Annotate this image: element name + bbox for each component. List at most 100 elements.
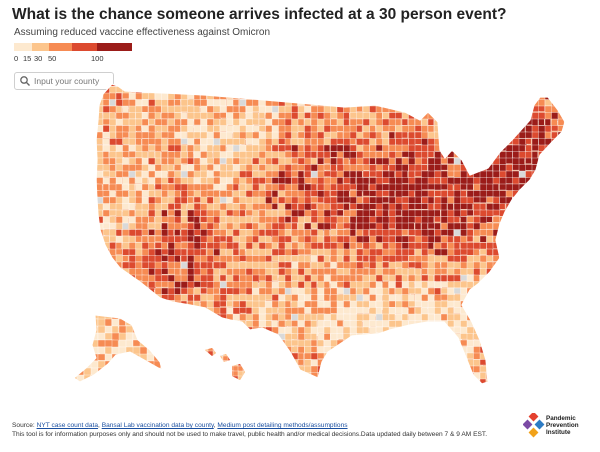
- county[interactable]: [395, 333, 405, 343]
- county[interactable]: [207, 355, 213, 363]
- county[interactable]: [141, 320, 149, 328]
- county[interactable]: [115, 287, 125, 296]
- county[interactable]: [531, 92, 540, 100]
- county[interactable]: [213, 190, 220, 198]
- county[interactable]: [492, 359, 500, 367]
- county[interactable]: [160, 312, 167, 322]
- county[interactable]: [401, 313, 409, 321]
- county[interactable]: [440, 378, 449, 387]
- county[interactable]: [453, 125, 461, 133]
- county[interactable]: [227, 350, 235, 358]
- county[interactable]: [206, 333, 216, 343]
- county[interactable]: [90, 92, 97, 100]
- county[interactable]: [187, 80, 194, 87]
- county[interactable]: [310, 86, 320, 93]
- county[interactable]: [97, 381, 107, 391]
- county[interactable]: [362, 157, 370, 166]
- county[interactable]: [109, 268, 119, 275]
- county[interactable]: [557, 99, 565, 108]
- county[interactable]: [492, 313, 502, 323]
- county[interactable]: [518, 216, 526, 226]
- county[interactable]: [141, 105, 149, 113]
- county[interactable]: [161, 229, 169, 237]
- county[interactable]: [538, 274, 548, 283]
- county[interactable]: [382, 255, 391, 262]
- county[interactable]: [375, 326, 383, 333]
- county[interactable]: [525, 359, 533, 369]
- county[interactable]: [291, 333, 298, 340]
- county[interactable]: [226, 196, 233, 203]
- county[interactable]: [486, 248, 493, 257]
- county[interactable]: [174, 352, 181, 362]
- county[interactable]: [525, 300, 533, 307]
- county[interactable]: [310, 346, 318, 353]
- county[interactable]: [499, 307, 508, 315]
- county[interactable]: [297, 229, 305, 237]
- county[interactable]: [146, 374, 155, 382]
- county[interactable]: [479, 80, 489, 88]
- county[interactable]: [90, 307, 99, 314]
- county[interactable]: [141, 365, 150, 373]
- county[interactable]: [122, 138, 130, 145]
- county[interactable]: [330, 372, 339, 381]
- county[interactable]: [245, 112, 254, 121]
- county[interactable]: [375, 352, 385, 362]
- county[interactable]: [219, 333, 229, 342]
- county[interactable]: [408, 378, 417, 386]
- county[interactable]: [388, 209, 397, 217]
- county[interactable]: [408, 326, 416, 336]
- county[interactable]: [460, 86, 468, 94]
- county[interactable]: [551, 164, 561, 173]
- county[interactable]: [310, 216, 318, 223]
- county[interactable]: [161, 242, 168, 250]
- county[interactable]: [219, 300, 227, 307]
- county[interactable]: [356, 80, 364, 88]
- county[interactable]: [369, 339, 378, 349]
- county[interactable]: [492, 131, 500, 139]
- county[interactable]: [278, 86, 286, 93]
- county[interactable]: [139, 325, 148, 336]
- county[interactable]: [382, 339, 390, 347]
- county[interactable]: [70, 332, 77, 340]
- county[interactable]: [180, 183, 189, 192]
- county[interactable]: [330, 112, 338, 119]
- county[interactable]: [479, 118, 486, 126]
- county[interactable]: [512, 281, 519, 290]
- county[interactable]: [252, 333, 261, 340]
- county[interactable]: [564, 86, 573, 93]
- county[interactable]: [440, 92, 449, 101]
- county[interactable]: [362, 339, 371, 348]
- county[interactable]: [434, 222, 441, 231]
- county[interactable]: [440, 365, 448, 375]
- county[interactable]: [161, 320, 170, 328]
- county[interactable]: [161, 268, 169, 275]
- county[interactable]: [148, 229, 155, 236]
- county[interactable]: [427, 216, 435, 224]
- county[interactable]: [538, 80, 547, 88]
- county[interactable]: [219, 164, 227, 172]
- county[interactable]: [538, 287, 547, 297]
- county[interactable]: [252, 372, 261, 381]
- county[interactable]: [356, 99, 365, 106]
- county[interactable]: [479, 138, 489, 146]
- county[interactable]: [544, 157, 553, 166]
- county[interactable]: [564, 222, 572, 230]
- county[interactable]: [499, 287, 506, 297]
- county[interactable]: [356, 372, 366, 381]
- county[interactable]: [408, 157, 416, 166]
- county[interactable]: [148, 378, 156, 386]
- county[interactable]: [102, 372, 111, 379]
- county[interactable]: [206, 255, 214, 263]
- county[interactable]: [90, 222, 98, 232]
- county[interactable]: [362, 222, 371, 230]
- county[interactable]: [212, 360, 219, 367]
- county[interactable]: [118, 367, 126, 377]
- county[interactable]: [206, 86, 215, 94]
- county[interactable]: [466, 138, 476, 145]
- county[interactable]: [317, 294, 325, 301]
- county[interactable]: [141, 203, 149, 211]
- county[interactable]: [388, 86, 396, 93]
- county[interactable]: [460, 209, 468, 217]
- county[interactable]: [447, 320, 455, 328]
- county[interactable]: [401, 378, 410, 387]
